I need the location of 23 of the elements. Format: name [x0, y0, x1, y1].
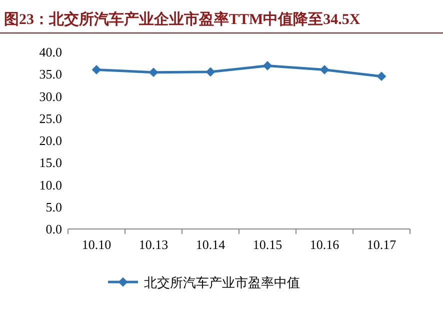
y-tick-label: 0.0	[46, 222, 62, 236]
legend-label: 北交所汽车产业市盈率中值	[144, 275, 300, 290]
point	[149, 68, 158, 77]
point	[92, 65, 101, 74]
y-tick-label: 35.0	[39, 66, 62, 82]
x-tick-label: 10.15	[252, 237, 282, 252]
y-tick-label: 15.0	[39, 155, 62, 170]
y-tick-label: 30.0	[39, 88, 62, 104]
y-tick-label: 5.0	[46, 199, 62, 214]
chart-title: 图23：北交所汽车产业企业市盈率TTM中值降至34.5X	[4, 10, 360, 28]
x-tick-label: 10.17	[366, 237, 397, 252]
y-tick-label: 20.0	[39, 133, 62, 148]
point	[263, 61, 272, 70]
x-tick-label: 10.16	[310, 237, 340, 252]
y-tick-label: 25.0	[39, 110, 62, 126]
x-tick-label: 10.13	[138, 237, 168, 252]
y-tick-label: 40.0	[39, 44, 62, 60]
y-tick-label: 10.0	[39, 177, 62, 192]
point	[377, 72, 386, 81]
x-tick-label: 10.10	[82, 237, 112, 252]
x-tick-label: 10.14	[196, 237, 226, 252]
point	[206, 67, 215, 76]
point	[320, 65, 329, 74]
